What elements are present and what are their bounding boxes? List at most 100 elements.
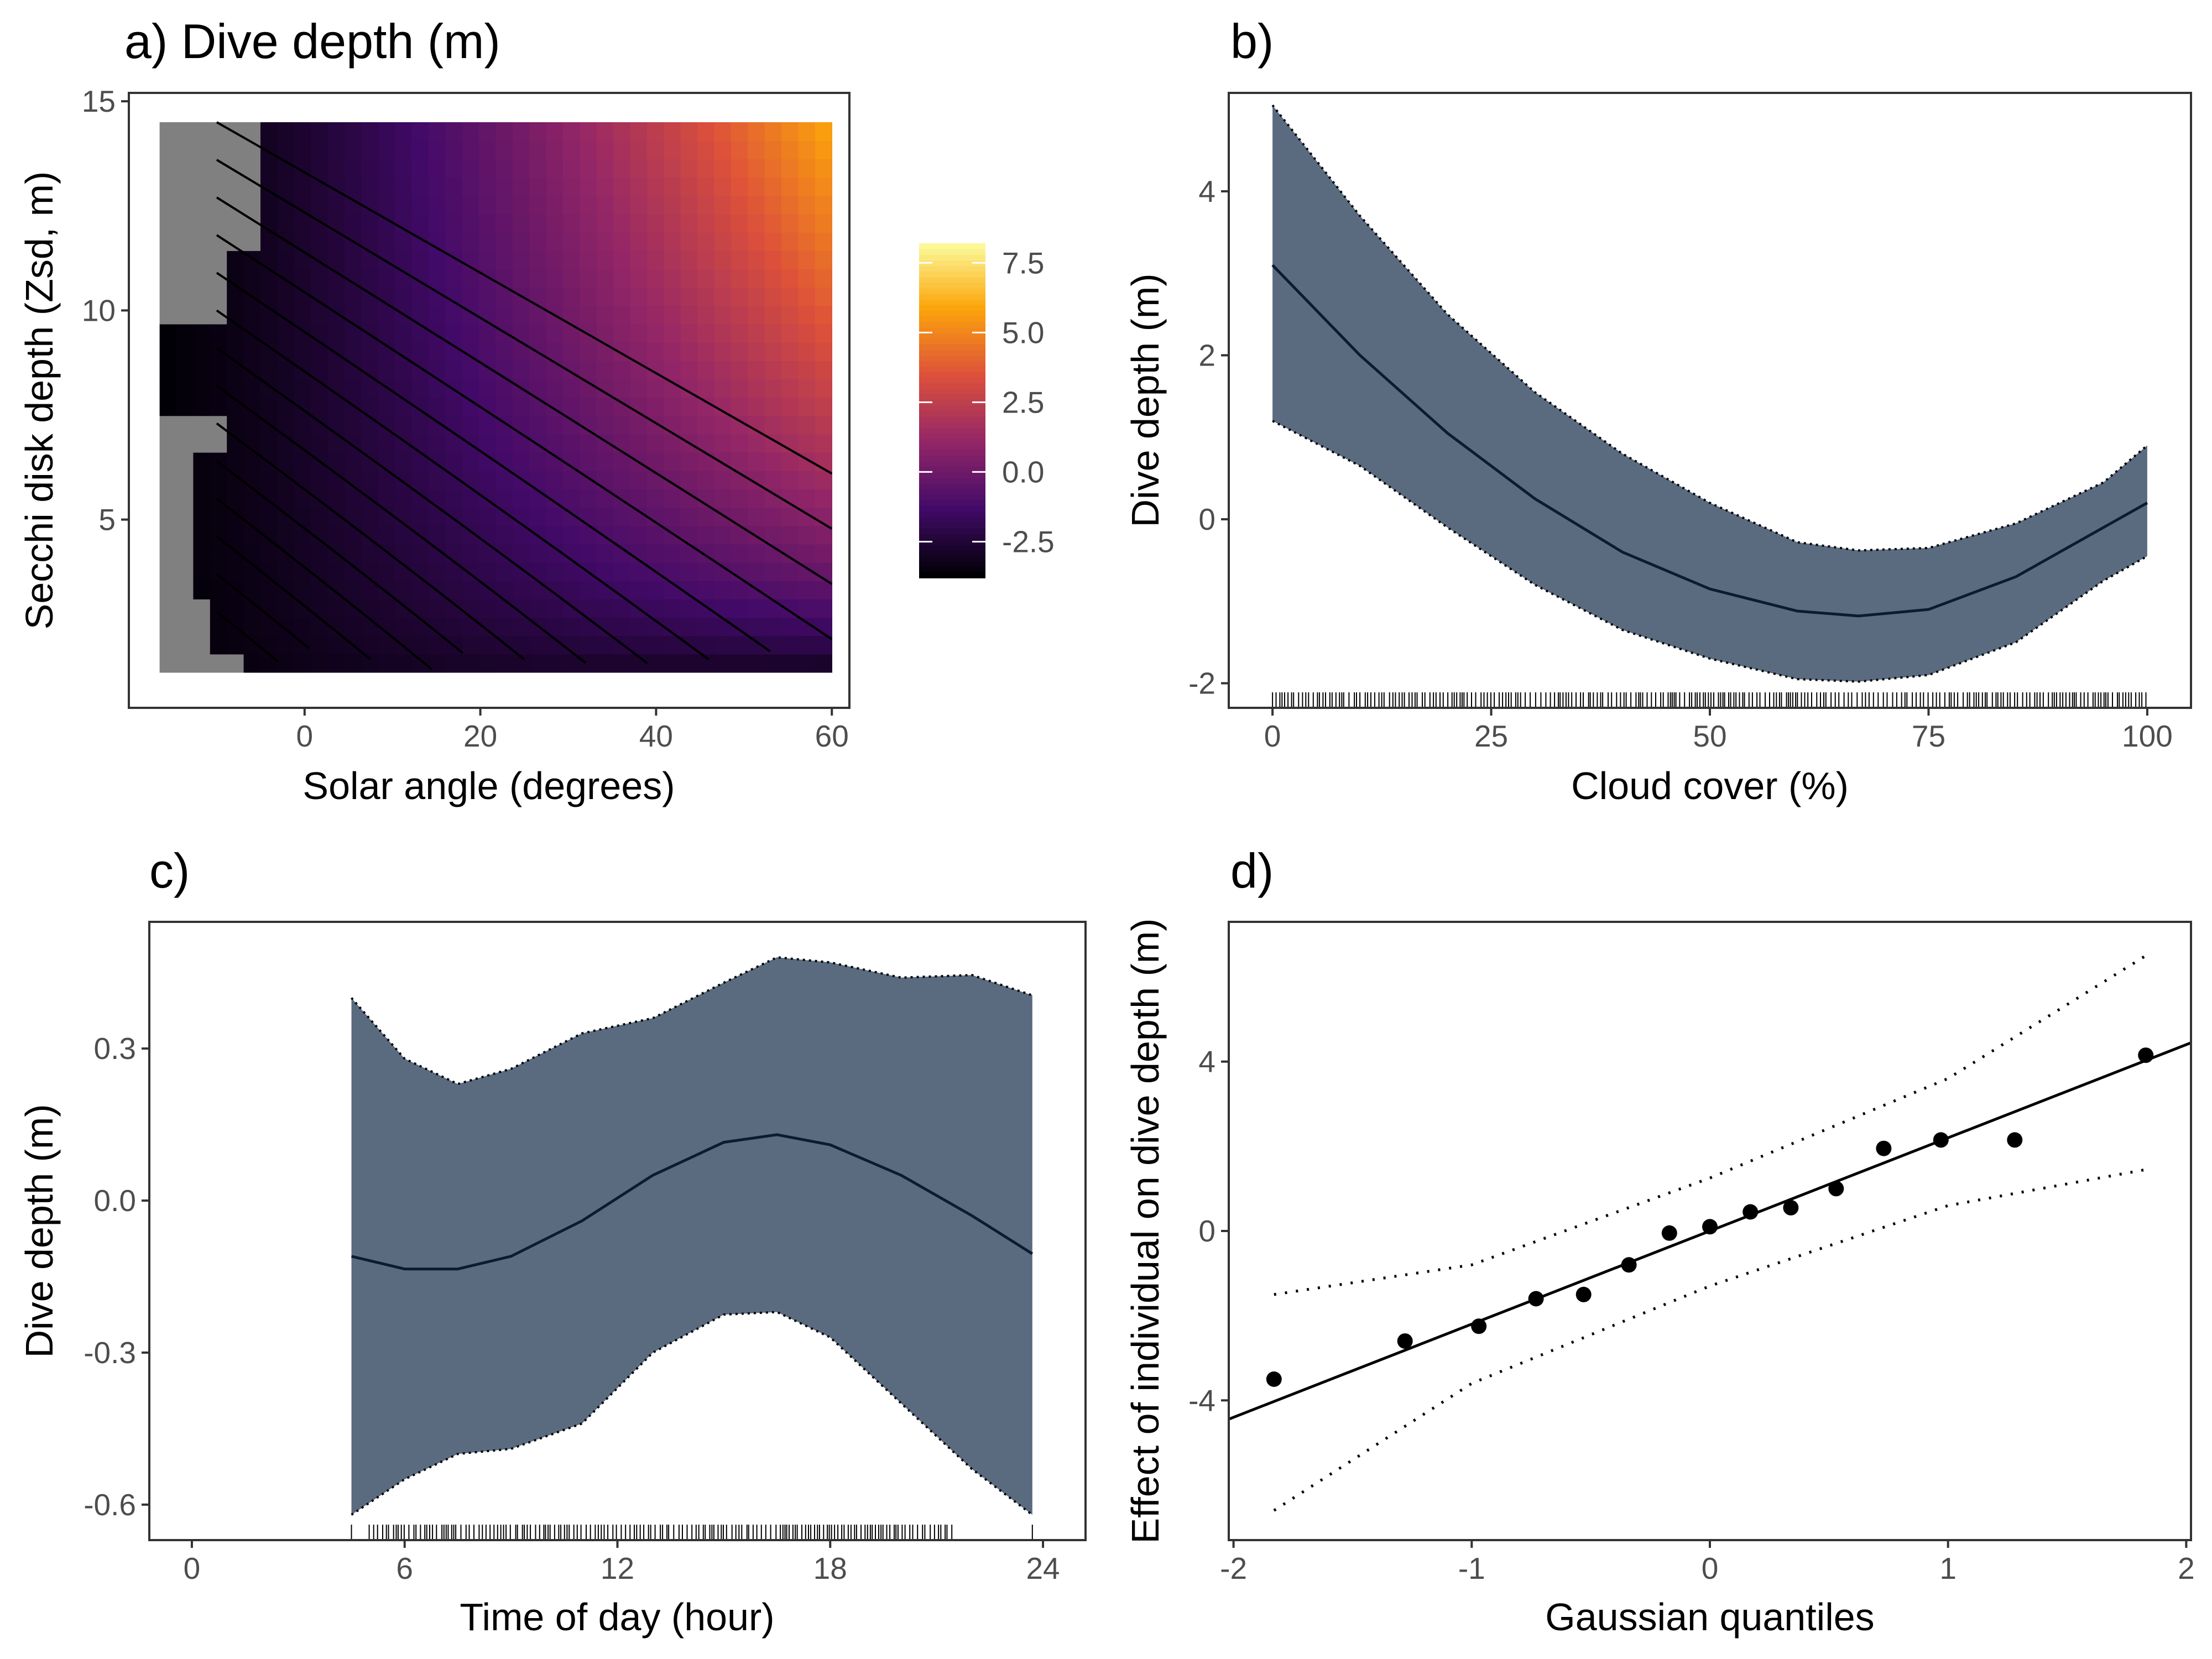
heatmap-cell <box>411 452 429 471</box>
heatmap-cell <box>445 269 463 288</box>
heatmap-cell <box>159 452 177 471</box>
heatmap-cell <box>294 269 311 288</box>
colorbar-swatch <box>919 394 985 400</box>
heatmap-cell <box>495 617 513 637</box>
heatmap-cell <box>479 544 497 563</box>
data-point <box>1828 1181 1844 1197</box>
heatmap-cell <box>311 361 328 379</box>
panel-a-y-label: Secchi disk depth (Zsd, m) <box>18 171 61 630</box>
heatmap-cell <box>697 122 715 141</box>
panel-d-x-tick-label: -1 <box>1458 1551 1485 1585</box>
heatmap-cell <box>277 379 295 398</box>
panel-a-y-tick-label: 10 <box>82 293 116 327</box>
heatmap-cell <box>714 342 732 361</box>
heatmap-cell <box>277 489 295 508</box>
heatmap-cell <box>428 562 446 581</box>
heatmap-cell <box>479 635 497 655</box>
colorbar-tick-label: 0.0 <box>1002 455 1044 489</box>
heatmap-cell <box>495 305 513 325</box>
heatmap-cell <box>176 140 194 160</box>
heatmap-cell <box>714 580 732 599</box>
heatmap-cell <box>731 232 749 251</box>
colorbar-swatch <box>919 310 985 316</box>
heatmap-cell <box>428 305 446 325</box>
heatmap-cell <box>798 213 816 233</box>
heatmap-cell <box>344 654 362 673</box>
panel-b-x-tick-label: 100 <box>2122 719 2173 753</box>
heatmap-cell <box>512 544 530 563</box>
heatmap-cell <box>613 617 631 637</box>
heatmap-cell <box>193 544 211 563</box>
heatmap-cell <box>227 140 244 160</box>
heatmap-cell <box>210 361 227 379</box>
heatmap-cell <box>546 122 564 141</box>
colorbar-swatch <box>919 343 985 350</box>
heatmap-cell <box>479 269 497 288</box>
heatmap-cell <box>529 654 547 673</box>
heatmap-cell <box>294 471 311 489</box>
panel-a-x-label: Solar angle (degrees) <box>302 764 675 807</box>
heatmap-cell <box>193 525 211 545</box>
heatmap-cell <box>697 635 715 655</box>
heatmap-cell <box>798 525 816 545</box>
data-point <box>1783 1199 1799 1215</box>
contour-line <box>216 159 833 530</box>
heatmap-cell <box>327 654 345 673</box>
heatmap-cell <box>210 287 227 306</box>
heatmap-cell <box>714 361 732 379</box>
heatmap-cell <box>748 177 765 196</box>
heatmap-cell <box>580 122 597 141</box>
heatmap-cell <box>344 305 362 325</box>
heatmap-cell <box>176 269 194 288</box>
panel-c-x-tick-label: 12 <box>601 1551 634 1585</box>
heatmap-cell <box>176 434 194 453</box>
heatmap-cell <box>664 324 681 343</box>
heatmap-cell <box>798 122 816 141</box>
panel-c: c) 0 6 12 18 24 0.3 0.0 -0.3 -0.6 Time of day (… <box>18 843 1087 1639</box>
heatmap-cell <box>764 361 782 379</box>
heatmap-cell <box>529 507 547 526</box>
heatmap-cell <box>395 361 413 379</box>
heatmap-cell <box>764 269 782 288</box>
heatmap-cell <box>580 269 597 288</box>
heatmap-cell <box>580 305 597 325</box>
heatmap-cell <box>227 452 244 471</box>
heatmap-cell <box>781 562 799 581</box>
heatmap-cell <box>378 140 395 160</box>
panel-d-y-tick-label: -4 <box>1188 1383 1215 1417</box>
upper-envelope <box>1274 954 2147 1296</box>
colorbar-swatch <box>919 539 985 545</box>
panel-c-x-ticks: 0 6 12 18 24 <box>184 1540 1060 1585</box>
heatmap-cell <box>731 397 749 416</box>
heatmap-cell <box>462 269 479 288</box>
heatmap-cell <box>563 159 581 178</box>
heatmap-cell <box>495 489 513 508</box>
contour-line <box>216 309 709 661</box>
heatmap-cell <box>260 195 278 215</box>
heatmap-cell <box>361 177 379 196</box>
heatmap-cell <box>193 159 211 178</box>
heatmap-cell <box>210 434 227 453</box>
heatmap-cell <box>731 269 749 288</box>
heatmap-cell <box>680 232 698 251</box>
heatmap-cell <box>646 434 665 453</box>
heatmap-cell <box>563 213 581 233</box>
heatmap-cell <box>411 580 429 599</box>
heatmap-cell <box>277 213 295 233</box>
heatmap-cell <box>193 213 211 233</box>
heatmap-cell <box>277 525 295 545</box>
colorbar-swatch <box>919 327 985 333</box>
heatmap-cell <box>243 654 261 673</box>
heatmap-cell <box>664 507 681 526</box>
colorbar-swatch <box>919 338 985 345</box>
colorbar-swatch <box>919 321 985 328</box>
heatmap-cell <box>294 580 311 599</box>
heatmap-cell <box>479 525 497 545</box>
heatmap-cell <box>697 617 715 637</box>
heatmap-cell <box>294 177 311 196</box>
heatmap-cell <box>664 251 681 270</box>
heatmap-cell <box>680 342 698 361</box>
heatmap-cell <box>479 562 497 581</box>
heatmap-cell <box>781 507 799 526</box>
heatmap-cell <box>495 195 513 215</box>
